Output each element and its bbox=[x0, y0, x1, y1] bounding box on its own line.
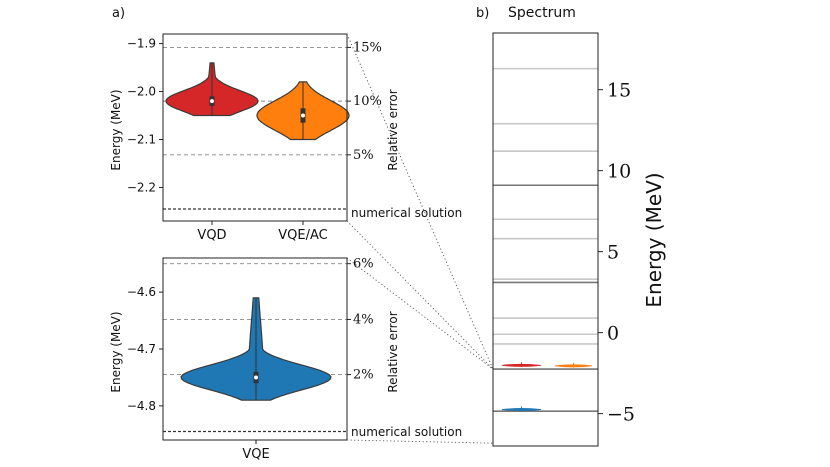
top-relative-error-label: Relative error bbox=[386, 89, 400, 170]
spectrum-y-tick-label: −5 bbox=[607, 404, 635, 426]
top-plot-frame bbox=[162, 33, 348, 222]
spectrum-y-axis-label: Energy (MeV) bbox=[642, 172, 666, 307]
spectrum-frame bbox=[492, 32, 599, 447]
panel-a-label: a) bbox=[112, 6, 125, 21]
bottom-relative-error-label: Relative error bbox=[386, 311, 400, 392]
spectrum-y-tick-label: 0 bbox=[607, 323, 619, 345]
violin-median bbox=[301, 113, 305, 118]
y-tick-label: −2.0 bbox=[127, 85, 156, 99]
violin-median bbox=[254, 375, 258, 380]
error-tick-label: 5% bbox=[353, 148, 374, 163]
y-tick-label: −4.8 bbox=[127, 399, 156, 413]
y-tick-label: −4.7 bbox=[127, 342, 156, 356]
bottom-violin-panel: −4.6 −4.7 −4.8 6% 4% 2% numerical solution E… bbox=[109, 257, 462, 462]
spectrum-markers bbox=[501, 362, 593, 412]
bottom-y-axis-label: Energy (MeV) bbox=[109, 311, 123, 392]
bottom-error-labels: 6% 4% 2% bbox=[347, 257, 374, 383]
top-y-ticks: −1.9 −2.0 −2.1 −2.2 bbox=[127, 37, 163, 194]
spectrum-y-ticks: −5 0 5 10 15 bbox=[598, 80, 635, 426]
spectrum-y-tick-label: 15 bbox=[607, 80, 631, 102]
spectrum-title: Spectrum bbox=[508, 5, 576, 21]
x-tick-label: VQD bbox=[197, 228, 226, 243]
bottom-x-labels: VQE bbox=[242, 440, 270, 462]
y-tick-label: −1.9 bbox=[127, 37, 156, 51]
x-tick-label: VQE/AC bbox=[278, 228, 327, 243]
x-tick-label: VQE bbox=[242, 447, 269, 462]
bottom-violins bbox=[180, 297, 332, 401]
error-tick-label: 4% bbox=[353, 312, 374, 327]
spectrum-y-tick-label: 10 bbox=[607, 161, 631, 183]
top-y-axis-label: Energy (MeV) bbox=[109, 89, 123, 170]
top-violins bbox=[165, 62, 350, 141]
error-tick-label: 10% bbox=[353, 94, 382, 109]
error-tick-label: 15% bbox=[353, 40, 382, 55]
error-tick-label: 2% bbox=[353, 368, 374, 383]
y-tick-label: −2.2 bbox=[127, 180, 156, 194]
violin-median bbox=[210, 99, 214, 104]
spectrum-panel: −5 0 5 10 15 Energy (MeV) bbox=[492, 32, 666, 447]
top-numerical-solution-label: numerical solution bbox=[351, 206, 462, 220]
connector-line bbox=[346, 439, 494, 444]
spectrum-y-tick-label: 5 bbox=[607, 242, 619, 264]
top-violin-panel: −1.9 −2.0 −2.1 −2.2 15% 10% 5% numerical solu… bbox=[109, 33, 462, 243]
y-tick-label: −4.6 bbox=[127, 285, 156, 299]
y-tick-label: −2.1 bbox=[127, 132, 156, 146]
error-tick-label: 6% bbox=[353, 257, 374, 272]
zoom-connector-lines bbox=[346, 33, 494, 444]
top-x-labels: VQD VQE/AC bbox=[197, 221, 328, 243]
spectrum-levels bbox=[493, 67, 598, 412]
bottom-numerical-solution-label: numerical solution bbox=[351, 425, 462, 439]
bottom-y-ticks: −4.6 −4.7 −4.8 bbox=[127, 285, 163, 413]
panel-b-label: b) bbox=[476, 6, 489, 21]
connector-line bbox=[346, 220, 494, 370]
top-error-labels: 15% 10% 5% bbox=[347, 40, 382, 163]
